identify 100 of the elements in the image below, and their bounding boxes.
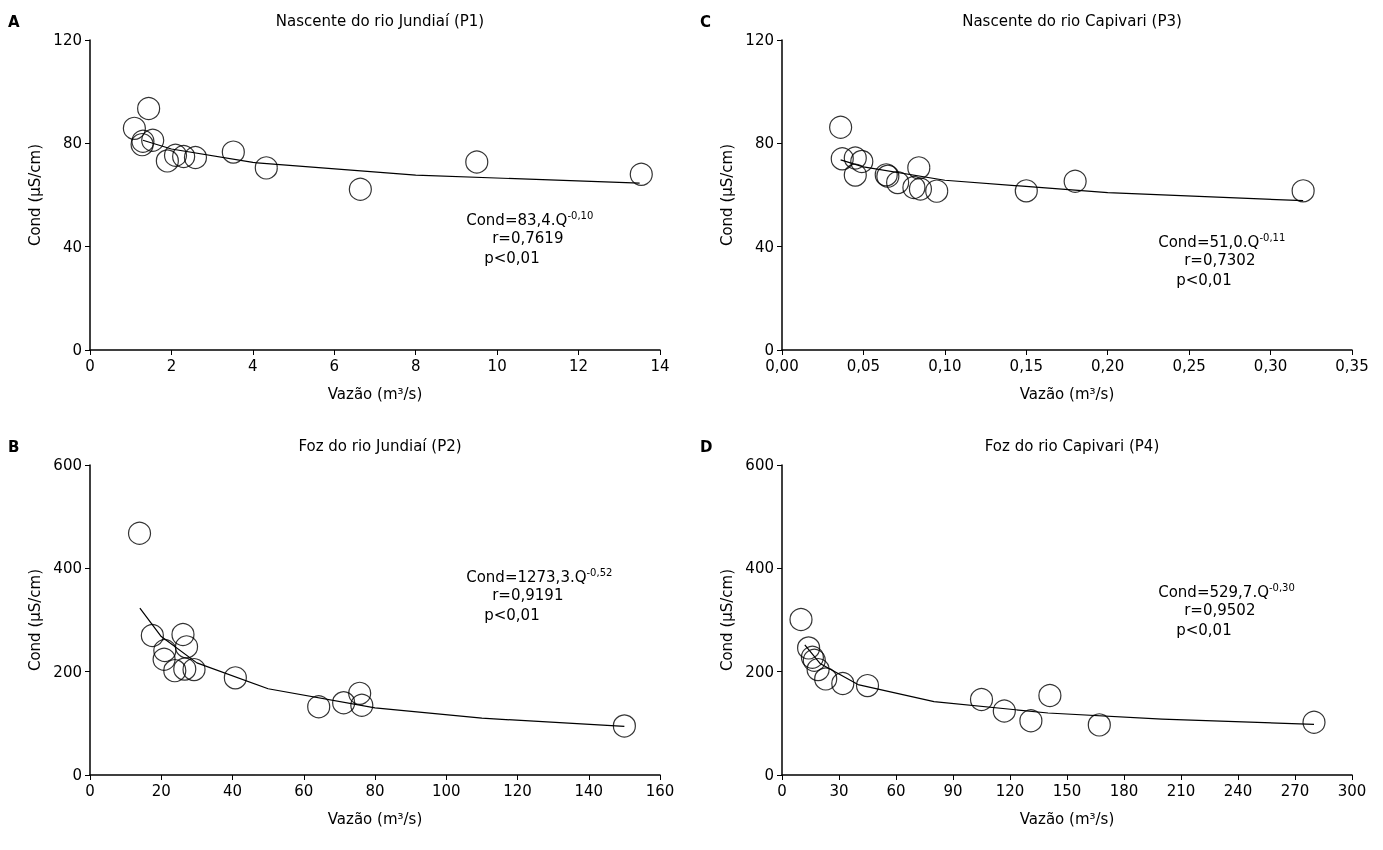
x-tick-label: 14 <box>650 356 670 375</box>
x-tick-label: 0,20 <box>1091 356 1125 375</box>
point <box>163 143 188 167</box>
point <box>137 96 161 121</box>
x-tick-label: 60 <box>886 781 906 800</box>
x-tick-label: 60 <box>294 781 314 800</box>
x-tick-label: 10 <box>487 356 507 375</box>
point <box>806 658 830 682</box>
x-tick-label: 20 <box>151 781 171 800</box>
x-tick-label: 120 <box>503 781 532 800</box>
x-tick-label: 90 <box>943 781 963 800</box>
point <box>843 163 867 187</box>
x-tick-label: 30 <box>829 781 849 800</box>
point <box>789 607 813 632</box>
point <box>814 667 838 691</box>
annotation: r=0,7302 <box>1184 250 1256 269</box>
point <box>907 156 931 180</box>
chart-title: Nascente do rio Capivari (P3) <box>962 11 1182 30</box>
x-tick-label: 2 <box>166 356 177 375</box>
point <box>902 175 926 200</box>
point <box>350 693 374 717</box>
y-tick-label: 200 <box>745 662 774 681</box>
point <box>1063 169 1087 193</box>
y-axis-title: Cond (μS/cm) <box>25 143 44 247</box>
x-tick-label: 160 <box>645 781 675 800</box>
y-tick-label: 0 <box>764 766 774 784</box>
y-tick-label: 120 <box>745 31 774 49</box>
x-tick-label: 0,15 <box>1009 356 1043 375</box>
y-tick-label: 40 <box>62 237 82 256</box>
x-tick-label: 150 <box>1052 781 1082 800</box>
point <box>992 699 1016 723</box>
point <box>127 521 152 545</box>
point <box>254 156 278 180</box>
y-tick-label: 600 <box>745 456 774 474</box>
x-tick-label: 270 <box>1280 781 1310 800</box>
annotation: r=0,7619 <box>492 229 564 247</box>
y-tick-label: 0 <box>72 341 82 359</box>
point <box>1087 713 1111 737</box>
point <box>829 115 853 139</box>
x-axis-title: Vazão (m³/s) <box>1019 809 1115 828</box>
y-tick-label: 120 <box>53 31 82 49</box>
x-tick-label: 80 <box>365 781 385 800</box>
x-tick-label: 40 <box>222 781 243 800</box>
y-tick-label: 200 <box>53 662 82 681</box>
point <box>969 687 994 712</box>
point <box>174 635 199 659</box>
x-tick-label: 180 <box>1109 781 1139 800</box>
y-tick-label: 80 <box>754 134 774 153</box>
y-tick-label: 400 <box>53 559 82 578</box>
point <box>223 666 247 690</box>
x-tick-label: 240 <box>1223 781 1253 800</box>
point <box>1291 179 1315 203</box>
point <box>797 636 821 660</box>
annotation: p<0,01 <box>484 249 540 267</box>
point <box>348 177 372 201</box>
annotation: p<0,01 <box>1176 621 1232 640</box>
point <box>152 647 176 671</box>
y-tick-label: 600 <box>53 456 82 474</box>
point <box>122 116 146 140</box>
x-tick-label: 0,05 <box>846 356 881 375</box>
point <box>831 671 855 696</box>
chart-title: Foz do rio Jundiaí (P2) <box>298 436 462 455</box>
x-tick-label: 8 <box>410 356 421 375</box>
x-axis-title: Vazão (m³/s) <box>1019 384 1115 403</box>
text: C <box>700 12 712 31</box>
point <box>140 623 164 648</box>
x-tick-label: 6 <box>329 356 340 375</box>
point <box>1302 710 1326 734</box>
point <box>172 144 196 169</box>
point <box>183 145 208 170</box>
point <box>163 659 187 683</box>
x-tick-label: 12 <box>569 356 589 375</box>
y-tick-label: 0 <box>72 766 82 784</box>
x-tick-label: 0 <box>85 781 95 800</box>
annotation: p<0,01 <box>484 605 540 624</box>
point <box>173 657 197 681</box>
x-tick-label: 0,30 <box>1253 356 1288 375</box>
point <box>221 140 245 164</box>
annotation: p<0,01 <box>1176 270 1232 289</box>
point <box>908 177 933 201</box>
x-tick-label: 140 <box>574 781 604 800</box>
x-tick-label: 0,35 <box>1335 356 1369 375</box>
point <box>153 638 177 663</box>
x-tick-label: 100 <box>431 781 461 800</box>
point <box>830 147 854 171</box>
point <box>141 128 165 152</box>
point <box>465 150 489 174</box>
point <box>1019 709 1043 733</box>
x-tick-label: 0,10 <box>928 356 962 375</box>
point <box>332 691 356 715</box>
chart-title: Nascente do rio Jundiaí (P1) <box>275 11 485 30</box>
chart-title: Foz do rio Capivari (P4) <box>984 436 1160 455</box>
point <box>886 171 910 195</box>
x-tick-label: 0,25 <box>1172 356 1206 375</box>
text: A <box>8 12 20 31</box>
x-tick-label: 120 <box>995 781 1025 800</box>
point <box>629 162 653 186</box>
text: D <box>700 437 713 456</box>
point <box>612 714 636 738</box>
point <box>1014 179 1038 203</box>
